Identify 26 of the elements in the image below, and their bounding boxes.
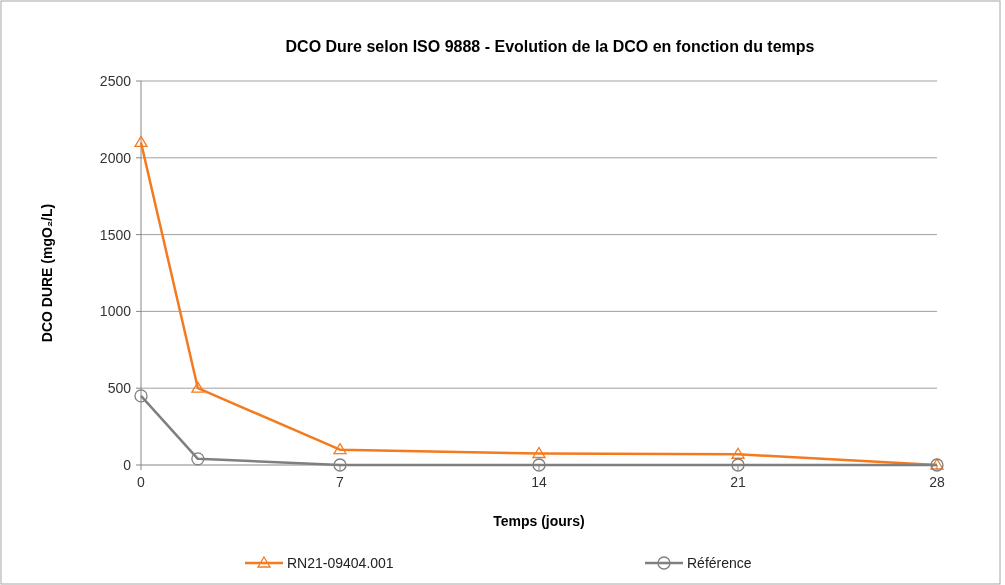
point xyxy=(731,447,745,459)
point xyxy=(134,135,148,148)
y-axis-title: DCO DURE (mgO₂/L) xyxy=(39,203,55,343)
point xyxy=(333,442,347,455)
x-tick-label: 0 xyxy=(137,474,146,490)
point xyxy=(532,446,546,459)
y-tick-label: 500 xyxy=(107,380,132,397)
legend-label: RN21-09404.001 xyxy=(287,554,394,571)
x-tick-label: 14 xyxy=(531,474,547,490)
y-tick-label: 2000 xyxy=(99,149,132,166)
y-tick-label: 0 xyxy=(123,456,132,473)
point xyxy=(731,458,745,472)
point xyxy=(134,389,148,403)
y-tick-label: 1500 xyxy=(99,226,132,243)
point xyxy=(333,458,347,472)
y-tick-label: 1000 xyxy=(99,303,132,320)
chart-title: DCO Dure selon ISO 9888 - Evolution de la DCO en fonction du temps xyxy=(285,38,815,55)
x-axis-title: Temps (jours) xyxy=(493,513,585,529)
point xyxy=(191,452,205,466)
point xyxy=(191,381,205,393)
y-tick-label: 2500 xyxy=(99,72,132,89)
x-tick-label: 28 xyxy=(929,474,945,490)
point xyxy=(532,458,546,472)
x-tick-label: 21 xyxy=(730,474,746,490)
legend-label: Référence xyxy=(687,554,752,571)
x-tick-label: 7 xyxy=(336,474,345,490)
